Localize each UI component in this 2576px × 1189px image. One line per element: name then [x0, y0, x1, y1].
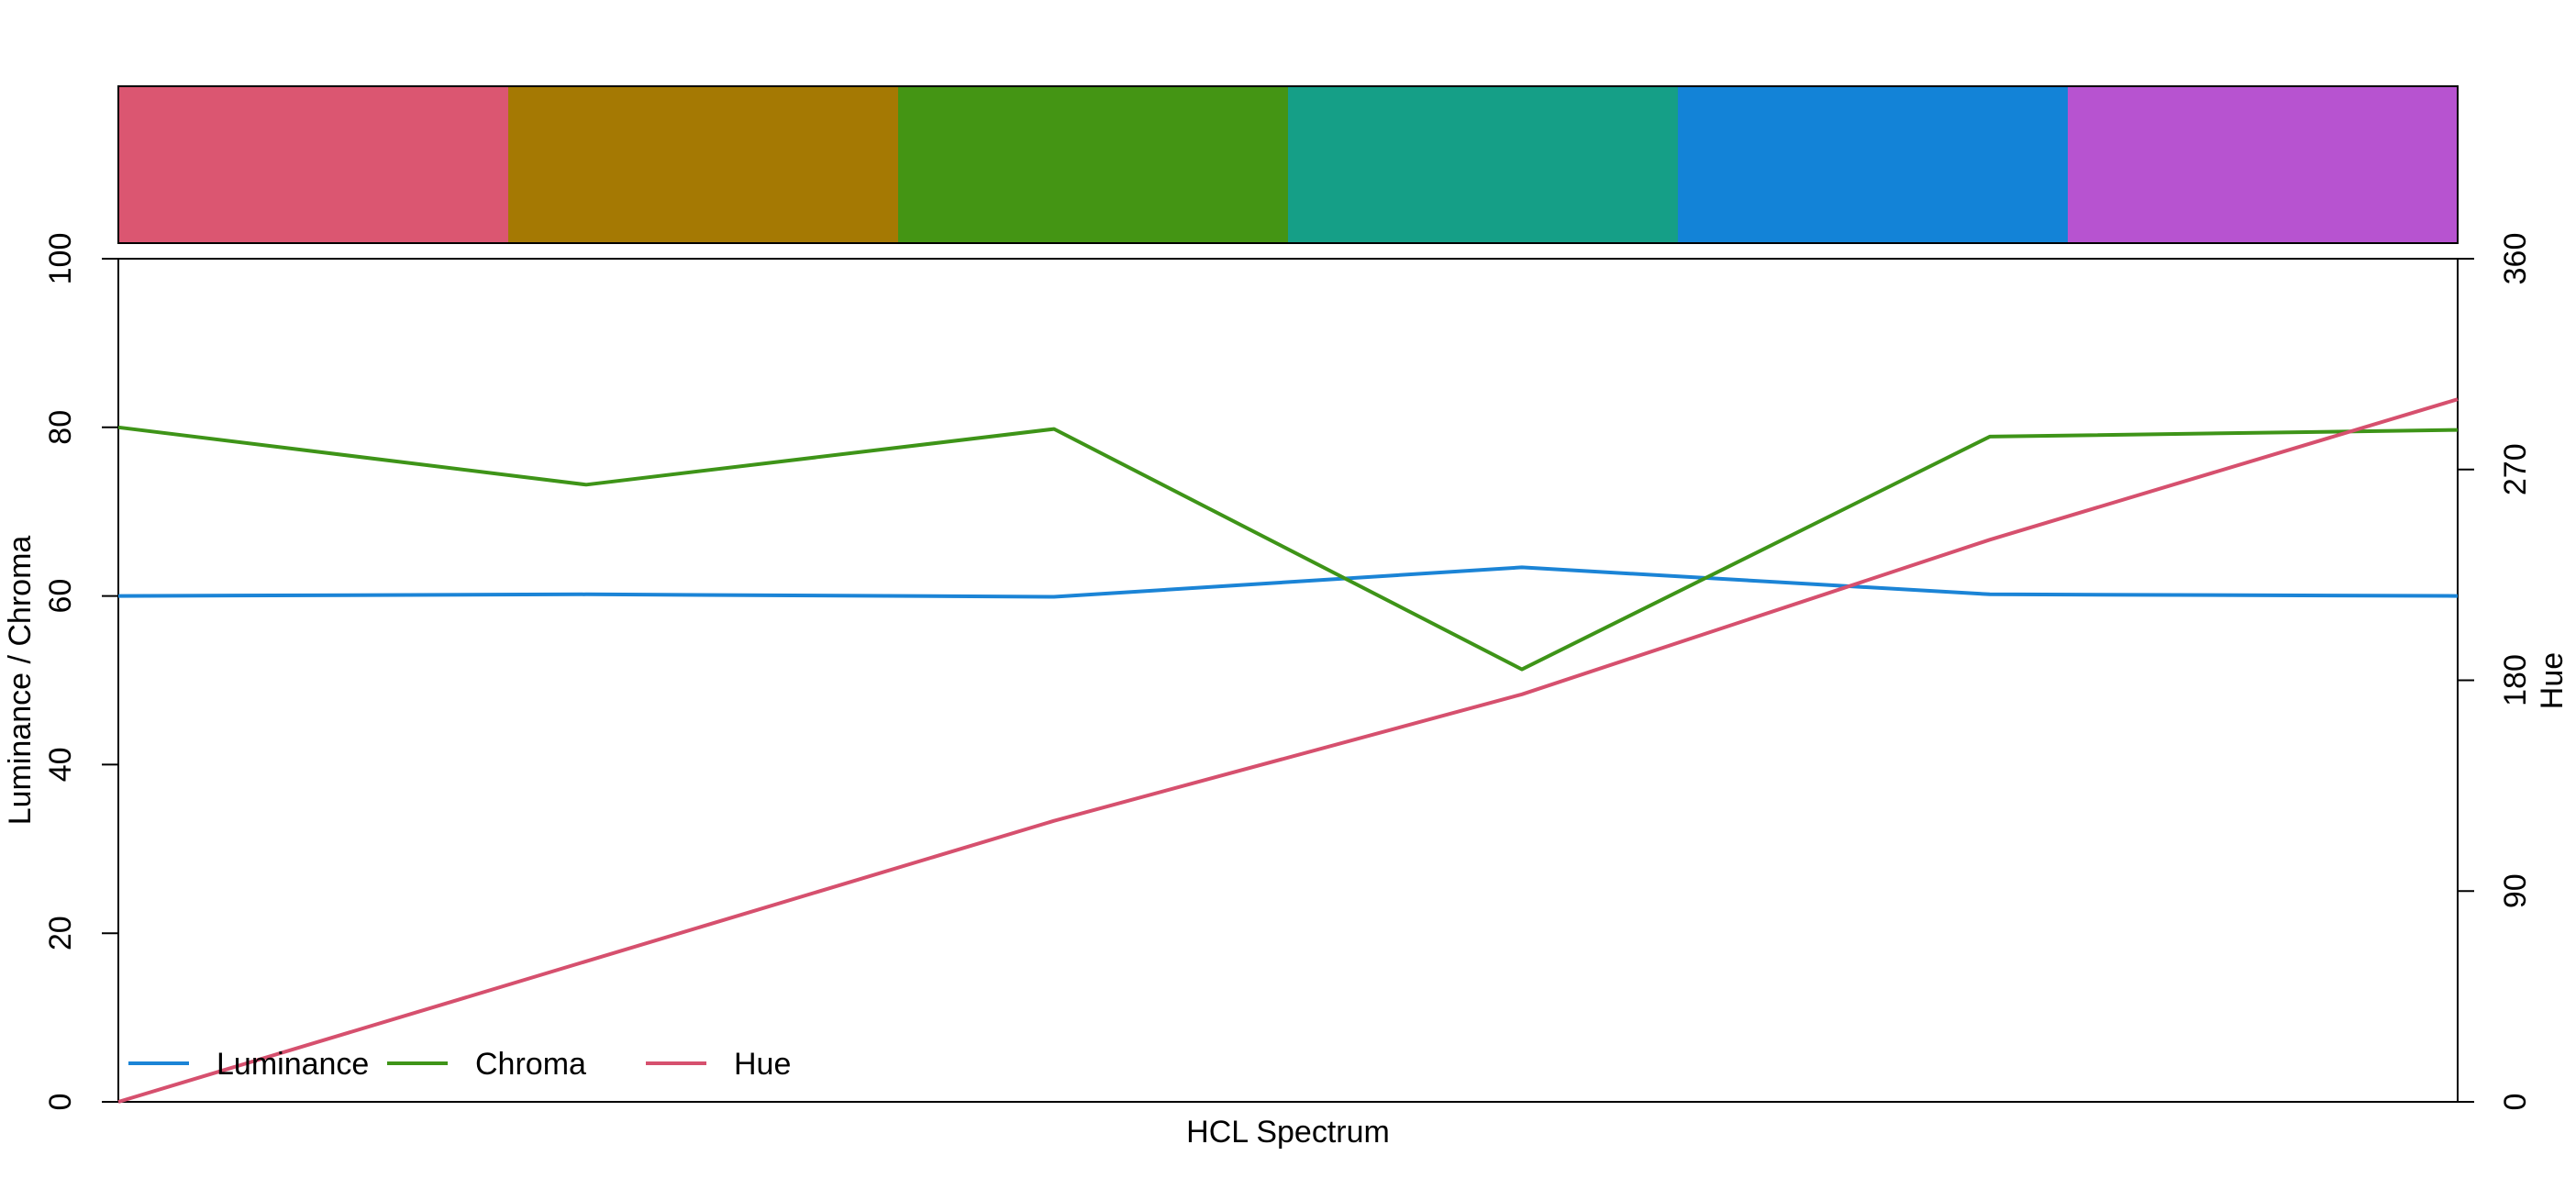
plot-frame [117, 258, 2459, 1103]
left-axis-tick-label: 60 [43, 579, 78, 614]
color-swatch-strip [117, 85, 2459, 244]
legend: Luminance Chroma Hue [128, 1047, 791, 1082]
color-swatch [2068, 86, 2458, 243]
color-swatch [898, 86, 1288, 243]
left-axis-tick-label: 80 [43, 410, 78, 445]
color-swatch [118, 86, 508, 243]
color-swatch [1678, 86, 2068, 243]
x-axis-label: HCL Spectrum [1186, 1115, 1390, 1150]
left-axis-tick-label: 0 [43, 1094, 78, 1111]
series-line-luminance [117, 565, 2459, 599]
swatch-strip-border [117, 85, 2459, 244]
left-axis-tick-label: 40 [43, 747, 78, 782]
left-axis-tick-label: 20 [43, 916, 78, 950]
right-axis-tick-label: 90 [2498, 873, 2533, 908]
series-line-hue [117, 397, 2459, 1104]
right-y-axis-label: Hue [2535, 652, 2570, 709]
right-axis-tick-label: 180 [2498, 654, 2533, 706]
color-swatch [1288, 86, 1678, 243]
series-line-chroma [117, 425, 2459, 672]
legend-label-chroma: Chroma [475, 1047, 586, 1082]
left-y-axis: 0 20 40 60 80 100 [43, 233, 118, 1111]
right-axis-tick-label: 0 [2498, 1094, 2533, 1111]
right-axis-tick-label: 270 [2498, 443, 2533, 495]
legend-label-hue: Hue [734, 1047, 791, 1082]
series-lines [117, 397, 2459, 1104]
left-y-axis-label: Luminance / Chroma [3, 536, 38, 826]
legend-label-luminance: Luminance [217, 1047, 369, 1082]
right-y-axis: 0 90 180 270 360 [2458, 233, 2533, 1111]
color-swatch [508, 86, 898, 243]
right-axis-tick-label: 360 [2498, 233, 2533, 285]
left-axis-tick-label: 100 [43, 233, 78, 285]
